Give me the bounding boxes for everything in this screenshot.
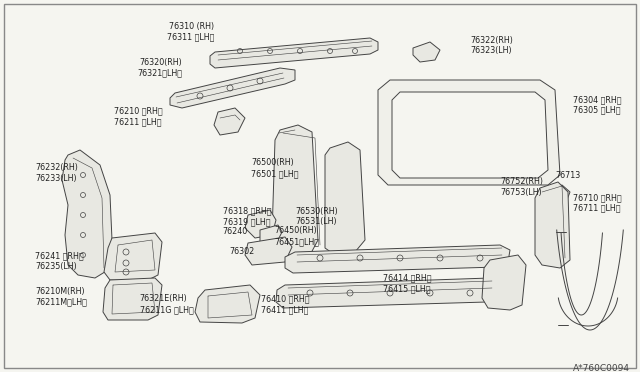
Text: 76752(RH)
76753(LH): 76752(RH) 76753(LH) [500,177,543,197]
Polygon shape [325,142,365,255]
Polygon shape [276,278,498,308]
Polygon shape [482,255,526,310]
Polygon shape [245,237,292,265]
Text: 76318 〈RH〉
76319 〈LH〉: 76318 〈RH〉 76319 〈LH〉 [223,206,271,227]
Polygon shape [103,278,162,320]
Polygon shape [285,245,510,273]
Polygon shape [413,42,440,62]
Text: 76410 〈RH〉
76411 〈LH〉: 76410 〈RH〉 76411 〈LH〉 [261,294,310,314]
Text: 76414 〈RH〉
76415 〈LH〉: 76414 〈RH〉 76415 〈LH〉 [383,273,431,294]
Text: 76320(RH)
76321〈LH〉: 76320(RH) 76321〈LH〉 [138,58,182,78]
Text: 76710 〈RH〉
76711 〈LH〉: 76710 〈RH〉 76711 〈LH〉 [573,193,621,213]
Text: 76713: 76713 [556,171,580,180]
Polygon shape [210,38,378,68]
Polygon shape [195,285,260,323]
Text: 76232(RH)
76233(LH): 76232(RH) 76233(LH) [35,163,78,183]
Polygon shape [260,225,282,242]
Text: 76210M(RH)
76211M〈LH〉: 76210M(RH) 76211M〈LH〉 [35,287,87,307]
Polygon shape [170,68,295,108]
Text: 76322(RH)
76323(LH): 76322(RH) 76323(LH) [470,35,513,55]
Text: 76302: 76302 [229,247,254,256]
Text: 76321E(RH)
76211G 〈LH〉: 76321E(RH) 76211G 〈LH〉 [140,294,193,314]
Text: 76304 〈RH〉
76305 〈LH〉: 76304 〈RH〉 76305 〈LH〉 [573,95,621,115]
Text: 76241 〈RH〉
76235(LH): 76241 〈RH〉 76235(LH) [35,251,84,271]
Text: 76210 〈RH〉
76211 〈LH〉: 76210 〈RH〉 76211 〈LH〉 [114,106,163,126]
Text: 76500(RH)
76501 〈LH〉: 76500(RH) 76501 〈LH〉 [251,158,298,178]
Polygon shape [62,150,112,278]
Text: A*760C0094: A*760C0094 [573,364,630,372]
Text: 76240: 76240 [223,227,248,236]
Text: 76530(RH)
76531(LH): 76530(RH) 76531(LH) [296,206,339,227]
Polygon shape [272,125,318,258]
Polygon shape [104,233,162,280]
Polygon shape [214,108,245,135]
Text: 76450(RH)
76451〈LH〉: 76450(RH) 76451〈LH〉 [274,226,319,246]
Text: 76310 (RH)
76311 〈LH〉: 76310 (RH) 76311 〈LH〉 [167,22,214,42]
Polygon shape [545,185,570,208]
Polygon shape [378,80,560,185]
Polygon shape [245,210,276,238]
Polygon shape [392,92,548,178]
Polygon shape [535,182,570,268]
